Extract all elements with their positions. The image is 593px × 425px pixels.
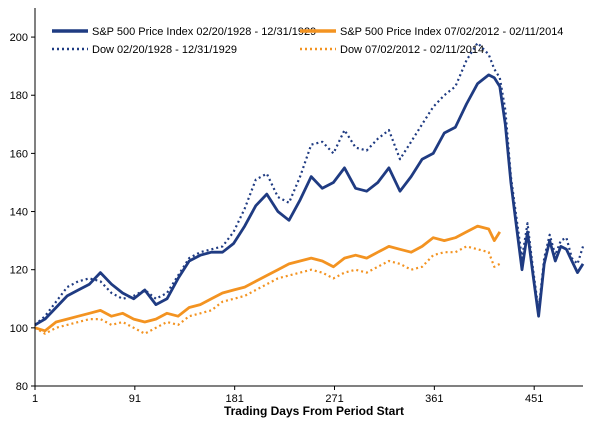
x-tick-label: 181: [225, 393, 243, 405]
y-tick-label: 200: [10, 32, 28, 44]
x-tick-label: 1: [32, 393, 38, 405]
legend-label-4: Dow 07/02/2012 - 02/11/2014: [340, 44, 484, 56]
series-line-3: [34, 224, 501, 333]
series-layer: [34, 41, 585, 335]
x-tick-label: 451: [525, 393, 543, 405]
legend-label-1: S&P 500 Price Index 02/20/1928 - 12/31/1…: [92, 26, 316, 38]
y-tick-label: 140: [10, 207, 28, 219]
series-line-4: [34, 245, 501, 335]
legend-label-2: Dow 02/20/1928 - 12/31/1929: [92, 44, 237, 56]
x-axis-label: Trading Days From Period Start: [224, 404, 404, 418]
axes-layer: 80 100 120 140 160 180 200 1 91 181 271 361 451: [10, 8, 583, 405]
x-tick-label: 361: [425, 393, 443, 405]
y-tick-label: 80: [16, 381, 28, 393]
series-line-1: [34, 73, 585, 327]
x-tick-label: 91: [129, 393, 141, 405]
y-tick-label: 100: [10, 323, 28, 335]
legend: S&P 500 Price Index 02/20/1928 - 12/31/1…: [52, 26, 563, 56]
y-tick-label: 180: [10, 90, 28, 102]
y-tick-label: 160: [10, 148, 28, 160]
legend-label-3: S&P 500 Price Index 07/02/2012 - 02/11/2…: [340, 26, 563, 38]
y-tick-label: 120: [10, 265, 28, 277]
x-tick-label: 271: [325, 393, 343, 405]
